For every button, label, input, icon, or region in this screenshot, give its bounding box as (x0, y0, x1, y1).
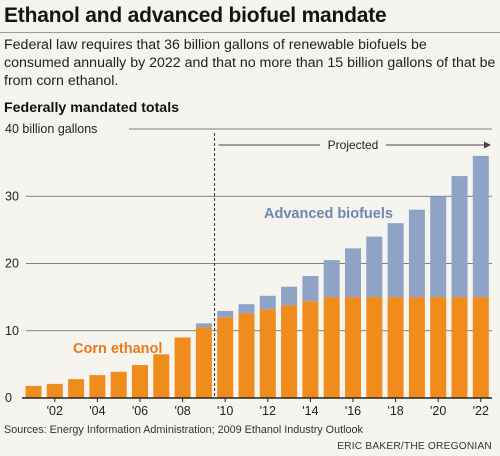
y-tick-label: 20 (5, 257, 19, 271)
panel-title: Federally mandated totals (4, 100, 180, 116)
bar-advanced-biofuels-2012 (259, 295, 276, 310)
y-tick-label: 0 (5, 391, 12, 405)
x-tick-label: '12 (260, 404, 276, 418)
y-tick-label: 10 (5, 324, 19, 338)
x-tick-label: '20 (430, 404, 446, 418)
bar-advanced-biofuels-2021 (451, 176, 468, 298)
bar-corn-ethanol-2009 (195, 327, 212, 398)
x-tick-label: '16 (345, 404, 361, 418)
y-tick-label: 40 billion gallons (5, 122, 97, 136)
x-tick-label: '04 (89, 404, 105, 418)
x-tick-label: '08 (174, 404, 190, 418)
bar-corn-ethanol-2016 (345, 297, 361, 398)
x-tick-label: '18 (387, 404, 403, 418)
bar-advanced-biofuels-2010 (217, 310, 234, 318)
bar-advanced-biofuels-2009 (195, 323, 212, 328)
bar-advanced-biofuels-2015 (323, 260, 340, 298)
bar-corn-ethanol-2001 (25, 385, 42, 398)
title-divider (0, 32, 500, 33)
bar-corn-ethanol-2013 (281, 305, 298, 398)
bar-corn-ethanol-2021 (451, 297, 468, 398)
sources-note: Sources: Energy Information Administrati… (4, 424, 363, 436)
bar-advanced-biofuels-2011 (238, 304, 255, 314)
bar-corn-ethanol-2004 (89, 375, 106, 398)
series-label-advanced-biofuels: Advanced biofuels (264, 206, 393, 222)
bar-advanced-biofuels-2013 (281, 286, 298, 306)
bar-corn-ethanol-2005 (110, 371, 127, 398)
bar-corn-ethanol-2012 (259, 309, 276, 398)
series-label-corn-ethanol: Corn ethanol (73, 341, 162, 357)
x-tick-label: '02 (47, 404, 63, 418)
bar-corn-ethanol-2002 (46, 383, 63, 398)
bar-advanced-biofuels-2014 (302, 275, 319, 302)
bar-corn-ethanol-2020 (430, 297, 447, 398)
bar-corn-ethanol-2007 (153, 354, 170, 398)
projected-label: Projected (328, 138, 379, 152)
bar-corn-ethanol-2008 (174, 337, 191, 398)
bar-corn-ethanol-2014 (302, 301, 319, 398)
x-tick-label: '14 (302, 404, 318, 418)
bar-corn-ethanol-2006 (132, 365, 148, 398)
x-tick-label: '06 (132, 404, 148, 418)
bar-advanced-biofuels-2016 (345, 248, 361, 298)
bar-advanced-biofuels-2018 (387, 223, 404, 298)
chart-title: Ethanol and advanced biofuel mandate (4, 4, 387, 27)
x-tick-label: '10 (217, 404, 233, 418)
bar-corn-ethanol-2010 (217, 317, 234, 398)
chart-subtitle: Federal law requires that 36 billion gal… (4, 37, 496, 89)
bar-corn-ethanol-2019 (408, 297, 425, 398)
bar-corn-ethanol-2003 (68, 379, 85, 398)
credit-line: ERIC BAKER/THE OREGONIAN (337, 441, 492, 452)
bar-advanced-biofuels-2022 (472, 155, 489, 298)
bar-advanced-biofuels-2020 (430, 196, 447, 298)
bar-corn-ethanol-2018 (387, 297, 404, 398)
bar-corn-ethanol-2017 (366, 297, 383, 398)
bar-corn-ethanol-2015 (323, 297, 340, 398)
bar-advanced-biofuels-2019 (408, 209, 425, 298)
y-tick-label: 30 (5, 189, 19, 203)
bar-corn-ethanol-2011 (238, 313, 255, 398)
bar-advanced-biofuels-2017 (366, 236, 383, 298)
projected-arrowhead (484, 141, 491, 149)
bar-corn-ethanol-2022 (472, 297, 489, 398)
x-tick-label: '22 (473, 404, 489, 418)
